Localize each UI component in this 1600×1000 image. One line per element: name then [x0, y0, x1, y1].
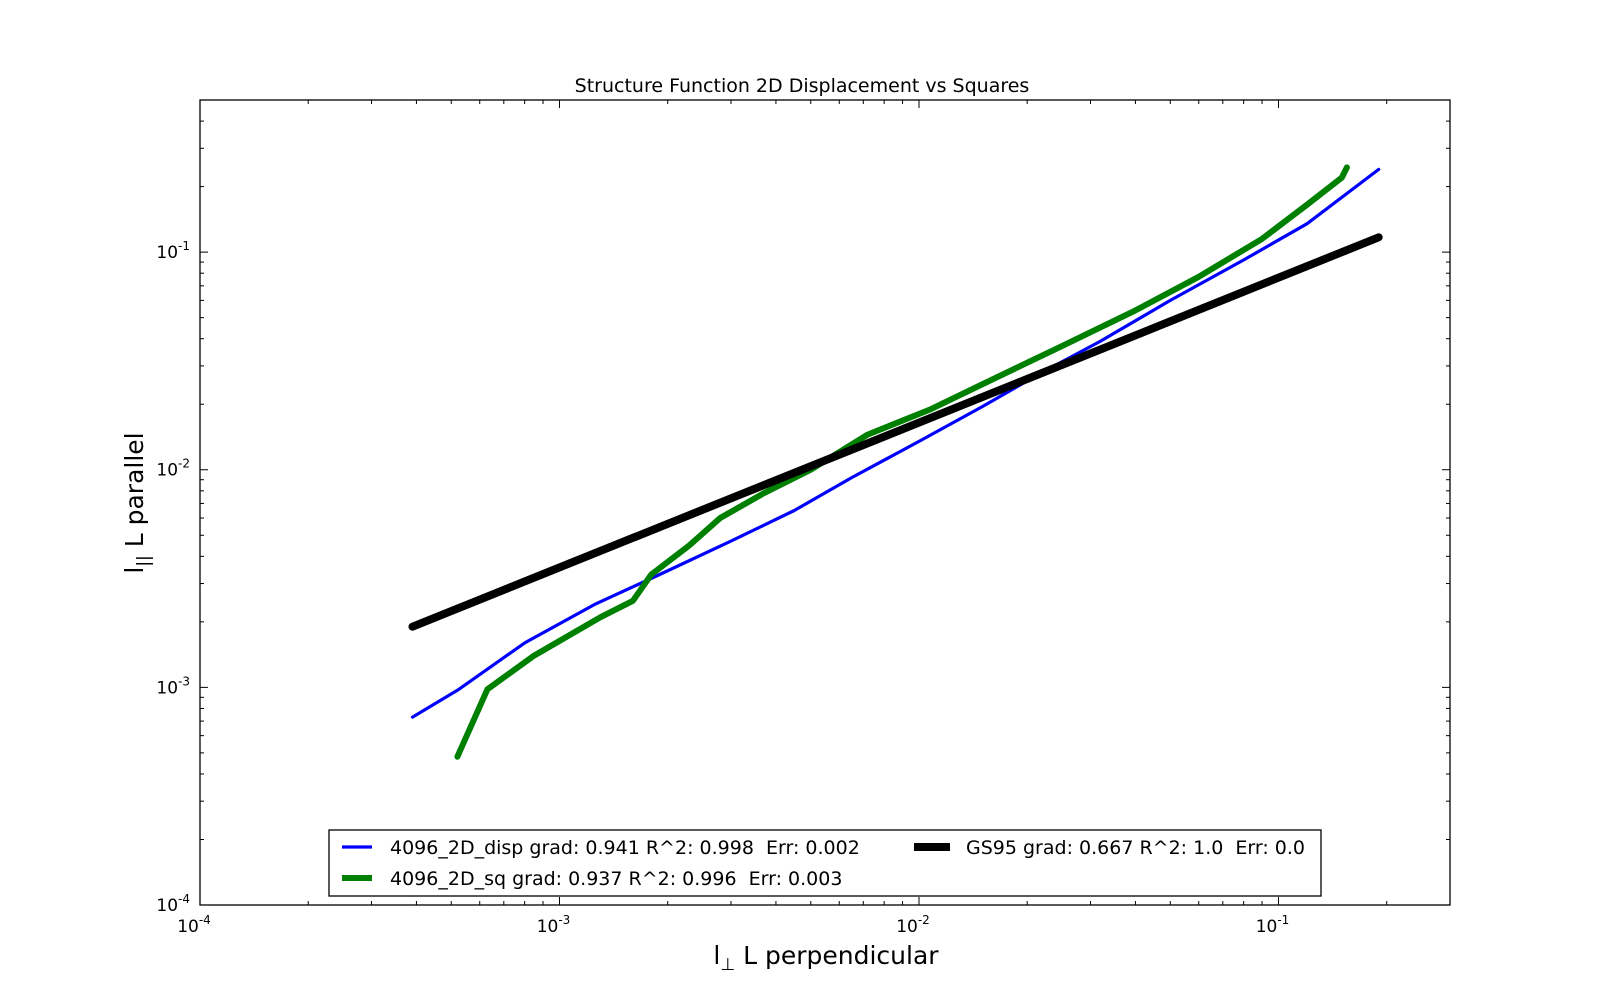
y-axis-label-subscript: || — [134, 555, 154, 566]
axis-tick-labels: 10-4 10-3 10-2 10-1 10-4 10-3 10-2 10-1 — [156, 239, 1289, 937]
series-line-gs95 — [408, 233, 1383, 631]
y-tick-label: 10-3 — [156, 674, 190, 698]
x-axis-label-subscript: ⊥ — [720, 955, 735, 975]
plot-area-frame — [199, 99, 1451, 906]
legend: 4096_2D_disp grad: 0.941 R^2: 0.998 Err:… — [328, 829, 1322, 897]
y-axis-label-text: L parallel — [120, 432, 149, 555]
y-tick-label: 10-2 — [156, 457, 190, 481]
y-axis-label-symbol: l — [120, 567, 149, 574]
x-tick-label: 10-2 — [896, 913, 930, 937]
x-tick-label: 10-3 — [537, 913, 571, 937]
x-tick-label: 10-4 — [177, 913, 211, 937]
x-axis-label-text: L perpendicular — [735, 941, 939, 970]
series-line-sq — [454, 164, 1350, 760]
data-series — [408, 164, 1383, 760]
y-tick-label: 10-1 — [156, 239, 190, 263]
legend-label-sq: 4096_2D_sq grad: 0.937 R^2: 0.996 Err: 0… — [390, 868, 842, 890]
legend-label-gs95: GS95 grad: 0.667 R^2: 1.0 Err: 0.0 — [966, 837, 1305, 859]
series-line-disp — [410, 167, 1381, 719]
legend-box — [328, 829, 1322, 897]
axis-ticks — [199, 99, 1451, 906]
legend-label-disp: 4096_2D_disp grad: 0.941 R^2: 0.998 Err:… — [390, 837, 860, 859]
chart-title: Structure Function 2D Displacement vs Sq… — [575, 75, 1030, 97]
x-tick-label: 10-1 — [1256, 913, 1290, 937]
y-tick-label: 10-4 — [156, 892, 190, 916]
x-axis-label: l⊥ L perpendicular — [713, 941, 939, 975]
y-axis-label: l|| L parallel — [120, 432, 154, 573]
x-axis-label-symbol: l — [713, 941, 720, 970]
